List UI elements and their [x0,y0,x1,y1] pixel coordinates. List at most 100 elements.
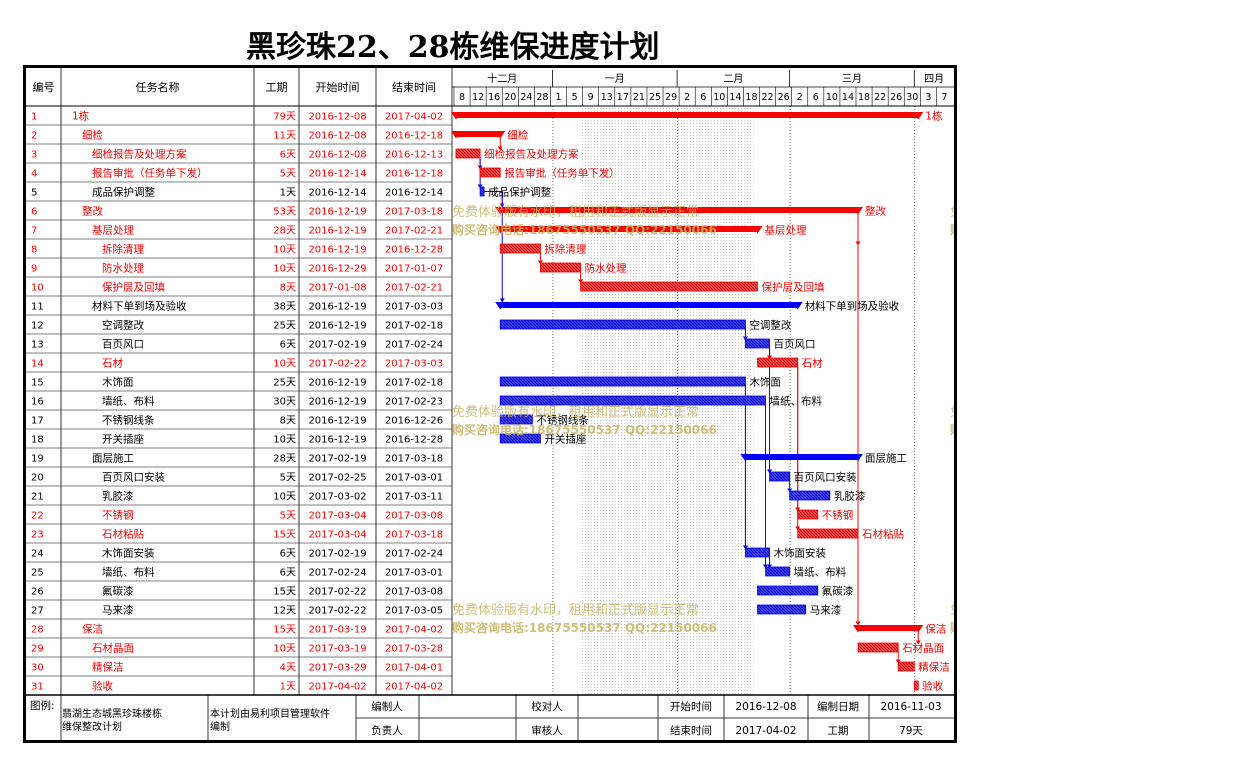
task-duration: 8天 [280,416,296,427]
task-finish: 2017-04-02 [385,682,443,693]
task-start: 2017-03-04 [308,511,366,522]
task-start: 2016-12-14 [308,188,366,199]
task-name: 面层施工 [92,452,134,465]
task-name: 木饰面 [102,376,134,389]
task-bar [897,661,915,672]
dependency-line [484,191,503,302]
task-duration: 5天 [280,169,296,180]
task-name: 验收 [92,680,113,693]
task-start: 2016-12-08 [308,131,366,142]
finish-label: 结束时间 [670,724,712,737]
dependency-arrow [855,621,861,626]
task-name: 报告审批（任务单下发） [92,167,208,180]
watermark-line2: 购买咨询电话:18675550537 QQ:22150066 [950,422,954,437]
summary-end-marker [913,625,924,633]
task-name: 细检 [82,129,103,142]
date-label: 编制日期 [817,700,859,713]
dependency-arrow [767,564,773,569]
dependency-arrow [499,298,505,303]
bar-label: 验收 [922,680,943,693]
summary-end-marker [913,112,924,120]
summary-bar [500,226,758,232]
task-finish: 2017-03-03 [385,359,443,370]
task-finish: 2016-12-28 [385,435,443,446]
dependency-arrow [767,469,773,474]
task-id: 10 [31,283,44,294]
owner-label: 负责人 [371,724,403,737]
task-duration: 10天 [273,435,296,446]
task-start: 2016-12-19 [308,416,366,427]
task-id: 15 [31,378,44,389]
task-duration: 25天 [273,321,296,332]
bar-label: 基层处理 [765,224,807,237]
task-bar [499,376,746,387]
task-start: 2016-12-14 [308,169,366,180]
bar-label: 保洁 [925,623,946,636]
task-finish: 2016-12-18 [385,131,443,142]
task-name: 百页风口安装 [102,471,165,484]
watermark-line1: 免费体验版有水印，租用和正式版显示正常 [950,404,954,420]
task-bar [789,490,831,501]
task-duration: 1天 [280,682,296,693]
task-id: 31 [31,682,44,693]
dependency-arrow [742,545,748,550]
bar-label: 石材粘贴 [862,528,904,541]
bar-label: 1栋 [925,110,943,123]
summary-start-marker [495,226,506,234]
task-duration: 28天 [273,454,296,465]
day-label: 20 [504,92,516,103]
bar-label: 墙纸、布料 [770,395,823,408]
dependency-arrow [477,184,483,189]
summary-bar [500,207,858,213]
task-start: 2017-01-08 [308,283,366,294]
dependency-arrow [578,279,584,284]
task-bar [499,243,541,254]
bar-label: 防水处理 [585,262,627,275]
task-duration: 6天 [280,340,296,351]
task-finish: 2017-02-18 [385,378,443,389]
task-id: 21 [31,492,44,503]
summary-start-marker [740,454,751,462]
bar-label: 不锈钢线条 [536,414,589,427]
dependency-arrow [497,146,503,151]
task-finish: 2017-02-24 [385,549,443,560]
task-name: 石材 [102,357,123,370]
day-label: 8 [459,92,465,103]
bar-label: 细检 [507,129,528,142]
task-duration: 30天 [273,397,296,408]
day-label: 7 [941,92,947,103]
compiler-label: 编制人 [371,700,403,713]
bar-label: 整改 [865,205,886,218]
task-finish: 2017-03-18 [385,207,443,218]
task-finish: 2017-02-21 [385,226,443,237]
task-start: 2017-02-19 [308,454,366,465]
bar-label: 马来漆 [810,604,842,617]
task-finish: 2016-12-14 [385,188,443,199]
watermark-line2: 购买咨询电话:18675550537 QQ:22150066 [452,422,717,437]
task-bar [797,509,819,520]
summary-bar [745,454,858,460]
task-duration: 15天 [273,530,296,541]
column-header: 编号 [33,80,55,94]
task-bar [455,148,481,159]
reviewer-label: 审核人 [531,724,563,737]
column-header: 工期 [266,81,288,94]
day-label: 18 [745,92,757,103]
task-finish: 2016-12-26 [385,416,443,427]
task-bar [499,433,541,444]
day-label: 2 [797,92,803,103]
task-duration: 5天 [280,511,296,522]
task-id: 26 [31,587,44,598]
task-id: 23 [31,530,44,541]
task-bar [769,471,791,482]
task-finish: 2017-03-11 [385,492,443,503]
task-id: 29 [31,644,44,655]
day-label: 9 [588,92,594,103]
task-name: 墙纸、布料 [102,395,155,408]
task-start: 2017-02-22 [308,606,366,617]
day-label: 16 [488,92,500,103]
task-id: 13 [31,340,44,351]
watermark-line2: 购买咨询电话:18675550537 QQ:22150066 [950,222,954,237]
task-name: 1栋 [72,110,90,123]
dependency-arrow [895,659,901,664]
